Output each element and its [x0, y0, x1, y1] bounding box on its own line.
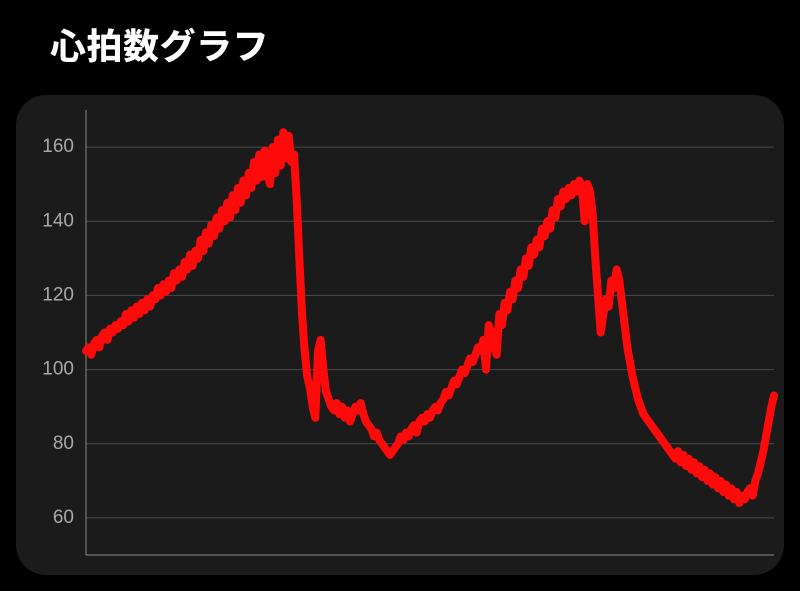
y-tick-label: 120 — [42, 284, 74, 305]
heart-rate-line — [86, 132, 774, 503]
y-tick-label: 140 — [42, 210, 74, 231]
y-tick-label: 100 — [42, 359, 74, 380]
chart-title: 心拍数グラフ — [50, 18, 269, 70]
y-tick-label: 160 — [42, 136, 74, 157]
chart-card: 60 80 100 120 140 160 — [16, 95, 784, 575]
heart-rate-chart: 60 80 100 120 140 160 — [16, 95, 784, 575]
y-tick-label: 60 — [53, 507, 74, 528]
y-tick-label: 80 — [53, 433, 74, 454]
